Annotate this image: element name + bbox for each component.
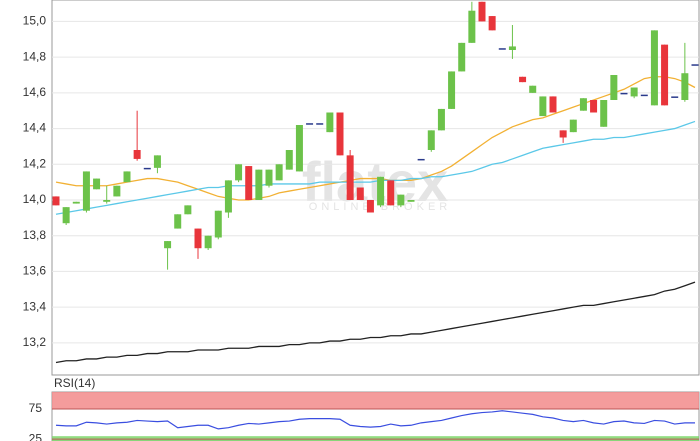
candle-body: [569, 119, 577, 133]
candle-body: [295, 125, 303, 172]
candle-body: [630, 87, 638, 97]
candle-body: [508, 46, 516, 50]
candle-body: [519, 76, 527, 83]
candle-body: [590, 100, 598, 113]
candle-body: [123, 171, 131, 183]
candle-body: [478, 1, 486, 22]
candle-body: [377, 176, 385, 206]
candle-body: [549, 96, 557, 113]
candle-body: [600, 100, 608, 127]
candle-body: [650, 30, 658, 106]
candle-body: [285, 150, 293, 170]
candle-body: [407, 200, 415, 202]
watermark-sub: ONLINE BROKER: [309, 201, 451, 213]
y-tick-label: 13,4: [23, 299, 47, 313]
moving-average: [55, 76, 696, 201]
candle-body: [366, 200, 374, 213]
candle-body: [133, 150, 141, 159]
y-tick-label: 14,0: [23, 192, 47, 206]
candle-body: [174, 214, 182, 229]
candle-body: [235, 164, 243, 181]
candle-body: [671, 96, 679, 98]
y-tick-label: 14,4: [23, 121, 47, 135]
candle-body: [610, 75, 618, 100]
rsi-line: [55, 410, 695, 430]
moving-average: [55, 281, 696, 364]
candle-body: [52, 196, 60, 206]
candle-body: [93, 178, 101, 190]
candle-body: [275, 164, 283, 181]
candle-body: [529, 85, 537, 93]
candle-body: [661, 44, 669, 106]
candle-body: [62, 207, 70, 224]
candle-body: [306, 123, 314, 125]
y-tick-label: 14,6: [23, 85, 47, 99]
candle-body: [245, 166, 253, 200]
candle-body: [204, 235, 212, 249]
y-tick-label: 13,2: [23, 335, 47, 349]
candle-body: [103, 200, 111, 202]
candle-body: [72, 201, 80, 204]
candle-body: [143, 167, 151, 170]
candle-body: [640, 94, 648, 97]
candle-body: [620, 92, 628, 95]
y-tick-label: 14,8: [23, 49, 47, 63]
y-tick-label: 13,6: [23, 264, 47, 278]
candle-body: [265, 169, 273, 186]
candle-body: [448, 71, 456, 109]
candle-body: [397, 194, 405, 206]
y-tick-label: 15,0: [23, 14, 47, 28]
rsi-title: RSI(14): [54, 376, 95, 390]
moving-average: [55, 120, 696, 215]
candle-body: [214, 210, 222, 238]
candle-body: [691, 64, 699, 66]
y-tick-label: 75: [29, 401, 43, 415]
candle-body: [488, 16, 496, 31]
candle-body: [468, 10, 476, 43]
candle-body: [356, 187, 364, 200]
candle-body: [427, 130, 435, 150]
candle-body: [579, 98, 587, 111]
candle-body: [681, 73, 689, 100]
candle-body: [346, 155, 354, 200]
candle-body: [164, 241, 172, 249]
rsi-zone: [52, 392, 699, 409]
candle-body: [437, 108, 445, 131]
candle-body: [113, 185, 121, 197]
y-tick-label: 14,2: [23, 156, 47, 170]
candle-body: [255, 169, 263, 200]
candle-body: [498, 48, 506, 50]
plot-area: [51, 0, 700, 376]
candle-body: [153, 155, 161, 168]
candle-body: [417, 158, 425, 161]
candle-body: [326, 112, 334, 133]
y-tick-label: 13,8: [23, 228, 47, 242]
candle-body: [184, 205, 192, 215]
candle-body: [224, 180, 232, 213]
candle-body: [539, 96, 547, 117]
candle-body: [82, 171, 90, 211]
candle-body: [336, 112, 344, 156]
rsi-zone: [52, 436, 699, 441]
candle-body: [316, 123, 324, 125]
candle-body: [387, 180, 395, 206]
y-tick-label: 25: [29, 431, 43, 441]
candle-body: [458, 42, 466, 72]
candle-body: [194, 228, 202, 249]
candle-body: [559, 130, 567, 138]
